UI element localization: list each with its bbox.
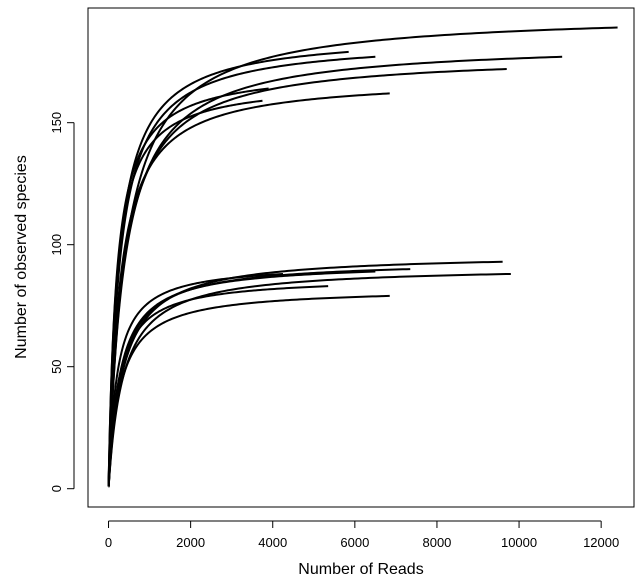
x-axis: 0 2000 4000 6000 8000 10000 12000 <box>105 520 619 550</box>
x-tick-label: 8000 <box>422 535 451 550</box>
rarefaction-curve <box>107 55 376 488</box>
rarefaction-curve <box>107 260 503 488</box>
y-tick-label: 150 <box>49 112 64 134</box>
x-tick-label: 12000 <box>583 535 619 550</box>
x-axis-label: Number of Reads <box>298 561 423 578</box>
curve-group <box>107 26 618 488</box>
rarefaction-curve <box>107 272 284 488</box>
rarefaction-curve <box>107 285 329 488</box>
x-tick-label: 0 <box>105 535 112 550</box>
y-tick-label: 50 <box>49 359 64 373</box>
y-axis: 0 50 100 150 <box>49 112 75 492</box>
x-tick-label: 4000 <box>258 535 287 550</box>
x-tick-label: 6000 <box>340 535 369 550</box>
x-tick-label: 2000 <box>176 535 205 550</box>
rarefaction-curve <box>107 99 263 488</box>
rarefaction-curve <box>107 92 390 488</box>
y-axis-label: Number of observed species <box>13 155 30 359</box>
y-tick-label: 100 <box>49 234 64 256</box>
rarefaction-curve <box>107 294 390 488</box>
x-tick-label: 10000 <box>501 535 537 550</box>
plot-frame <box>87 7 635 508</box>
y-tick-label: 0 <box>49 485 64 492</box>
rarefaction-curve <box>107 68 507 488</box>
